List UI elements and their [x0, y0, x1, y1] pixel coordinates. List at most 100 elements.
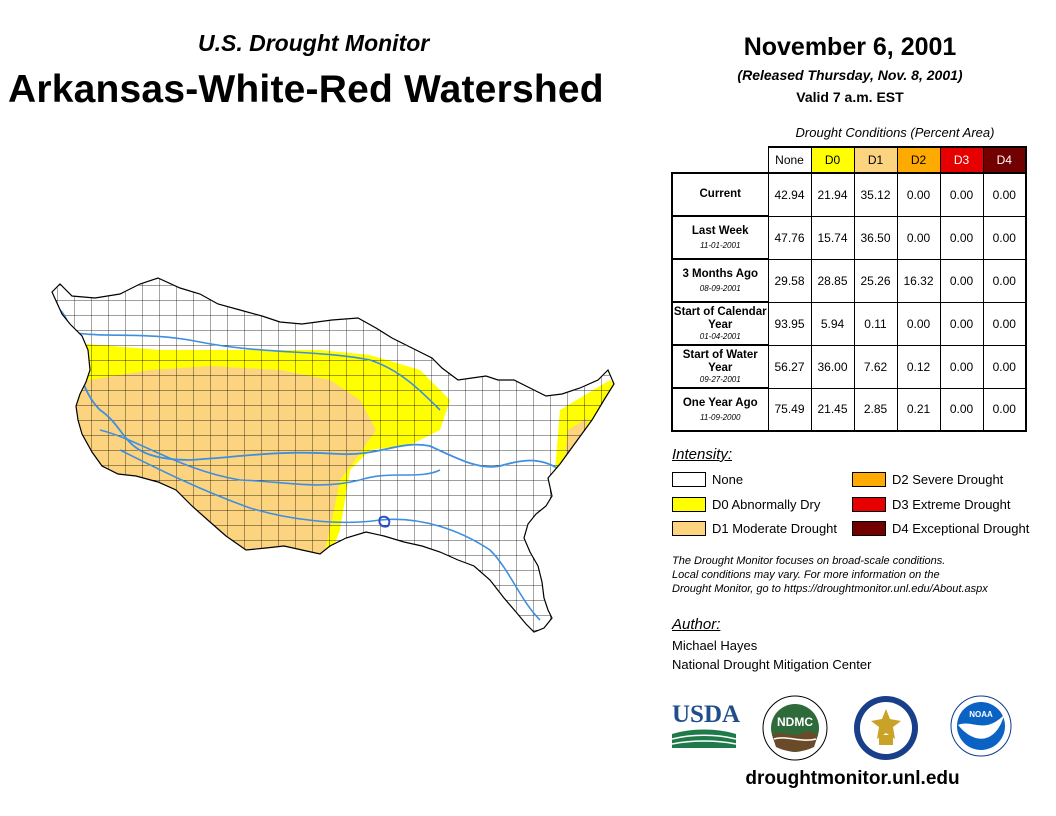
row-date: 08-09-2001	[699, 284, 741, 293]
cell-none: 29.58	[767, 258, 812, 303]
legend-item-d3: D3 Extreme Drought	[852, 497, 1011, 512]
valid-time: Valid 7 a.m. EST	[796, 89, 904, 105]
cell-d2: 0.12	[896, 344, 941, 389]
legend-swatch	[672, 521, 706, 536]
col-header-none: None	[767, 146, 812, 174]
cell-d2: 0.00	[896, 215, 941, 260]
cell-d4: 0.00	[982, 344, 1027, 389]
cell-none: 93.95	[767, 301, 812, 346]
legend-item-d0: D0 Abnormally Dry	[672, 497, 820, 512]
map-subtitle: U.S. Drought Monitor	[198, 30, 430, 56]
table-row: Start of Calendar Year 01-04-2001 93.95 5…	[671, 301, 1027, 346]
table-header-row: None D0 D1 D2 D3 D4	[672, 146, 1027, 174]
legend-label: D4 Exceptional Drought	[892, 521, 1030, 536]
cell-d2: 16.32	[896, 258, 941, 303]
drought-conditions-table: None D0 D1 D2 D3 D4 Current 42.94 21.94 …	[671, 146, 1027, 432]
cell-d1: 36.50	[853, 215, 898, 260]
cell-d3: 0.00	[939, 172, 984, 217]
cell-d4: 0.00	[982, 172, 1027, 217]
cell-none: 42.94	[767, 172, 812, 217]
ndmc-seal-icon	[762, 695, 828, 761]
row-label-text: Current	[699, 188, 742, 200]
cell-none: 75.49	[767, 387, 812, 432]
cell-d3: 0.00	[939, 344, 984, 389]
red-river	[119, 449, 541, 621]
ndmc-logo-text: NDMC	[777, 715, 813, 729]
cell-none: 47.76	[767, 215, 812, 260]
row-label: Current	[671, 172, 769, 217]
website-url: droughtmonitor.unl.edu	[745, 768, 960, 789]
cell-d1: 2.85	[853, 387, 898, 432]
row-date: 11-09-2000	[700, 413, 741, 422]
watershed-map	[51, 277, 615, 633]
cell-d0: 5.94	[810, 301, 855, 346]
cell-d4: 0.00	[982, 258, 1027, 303]
watershed-outline	[51, 277, 615, 633]
table-row: Current 42.94 21.94 35.12 0.00 0.00 0.00	[671, 172, 1027, 217]
legend-swatch	[852, 521, 886, 536]
cell-d1: 0.11	[853, 301, 898, 346]
row-label: Last Week 11-01-2001	[671, 215, 769, 260]
legend-label: D0 Abnormally Dry	[712, 497, 821, 512]
usda-logo: USDA	[671, 702, 740, 748]
row-date: 09-27-2001	[699, 375, 741, 384]
col-header-d4: D4	[982, 146, 1027, 174]
noaa-logo-text: NOAA	[969, 710, 993, 719]
commerce-seal-logo	[853, 695, 919, 761]
map-date: November 6, 2001	[743, 33, 957, 61]
disclaimer-line: Drought Monitor, go to https://droughtmo…	[672, 583, 988, 595]
legend-label: None	[712, 472, 744, 487]
row-label-text: One Year Ago	[682, 397, 758, 409]
cell-d1: 25.26	[853, 258, 898, 303]
cell-d0: 15.74	[810, 215, 855, 260]
disclaimer-line: Local conditions may vary. For more info…	[672, 569, 940, 581]
col-header-d0: D0	[810, 146, 855, 174]
lake	[378, 515, 391, 528]
legend-item-d4: D4 Exceptional Drought	[852, 521, 1029, 536]
legend-swatch	[672, 472, 706, 487]
legend-swatch	[672, 497, 706, 512]
cell-d3: 0.00	[939, 215, 984, 260]
cell-d0: 21.45	[810, 387, 855, 432]
col-header-d3: D3	[939, 146, 984, 174]
cell-d1: 7.62	[853, 344, 898, 389]
row-label-text: Start of Water Year	[682, 349, 758, 374]
table-row: One Year Ago 11-09-2000 75.49 21.45 2.85 …	[671, 387, 1027, 432]
cell-none: 56.27	[767, 344, 812, 389]
usda-logo-field-icon	[671, 729, 737, 748]
release-date: (Released Thursday, Nov. 8, 2001)	[737, 67, 963, 83]
cell-d0: 28.85	[810, 258, 855, 303]
ndmc-logo: NDMC	[762, 695, 828, 761]
cell-d2: 0.00	[896, 301, 941, 346]
row-label-text: 3 Months Ago	[682, 268, 759, 280]
row-label: Start of Water Year 09-27-2001	[671, 344, 769, 389]
author-title: Author:	[672, 616, 721, 633]
cell-d4: 0.00	[982, 215, 1027, 260]
row-label: Start of Calendar Year 01-04-2001	[671, 301, 769, 346]
table-corner	[672, 147, 768, 173]
cell-d3: 0.00	[939, 387, 984, 432]
cell-d2: 0.00	[896, 172, 941, 217]
disclaimer-line: The Drought Monitor focuses on broad-sca…	[672, 555, 946, 567]
row-date: 11-01-2001	[700, 241, 741, 250]
row-label-text: Last Week	[691, 225, 749, 237]
col-header-d2: D2	[896, 146, 941, 174]
table-row: Start of Water Year 09-27-2001 56.27 36.0…	[671, 344, 1027, 389]
row-label-text: Start of Calendar Year	[673, 306, 767, 331]
cell-d1: 35.12	[853, 172, 898, 217]
legend-label: D1 Moderate Drought	[712, 521, 838, 536]
white-river	[59, 329, 441, 411]
map-title: Arkansas-White-Red Watershed	[8, 68, 604, 111]
author-name: Michael Hayes	[672, 638, 758, 653]
commerce-seal-icon	[854, 696, 918, 760]
row-date: 01-04-2001	[699, 332, 741, 341]
cell-d3: 0.00	[939, 258, 984, 303]
legend-item-d1: D1 Moderate Drought	[672, 521, 837, 536]
cell-d2: 0.21	[896, 387, 941, 432]
table-caption: Drought Conditions (Percent Area)	[795, 125, 995, 140]
cell-d0: 21.94	[810, 172, 855, 217]
noaa-logo: NOAA	[950, 695, 1012, 757]
disclaimer: The Drought Monitor focuses on broad-sca…	[672, 554, 1052, 596]
row-label: One Year Ago 11-09-2000	[671, 387, 769, 432]
col-header-d1: D1	[853, 146, 898, 174]
